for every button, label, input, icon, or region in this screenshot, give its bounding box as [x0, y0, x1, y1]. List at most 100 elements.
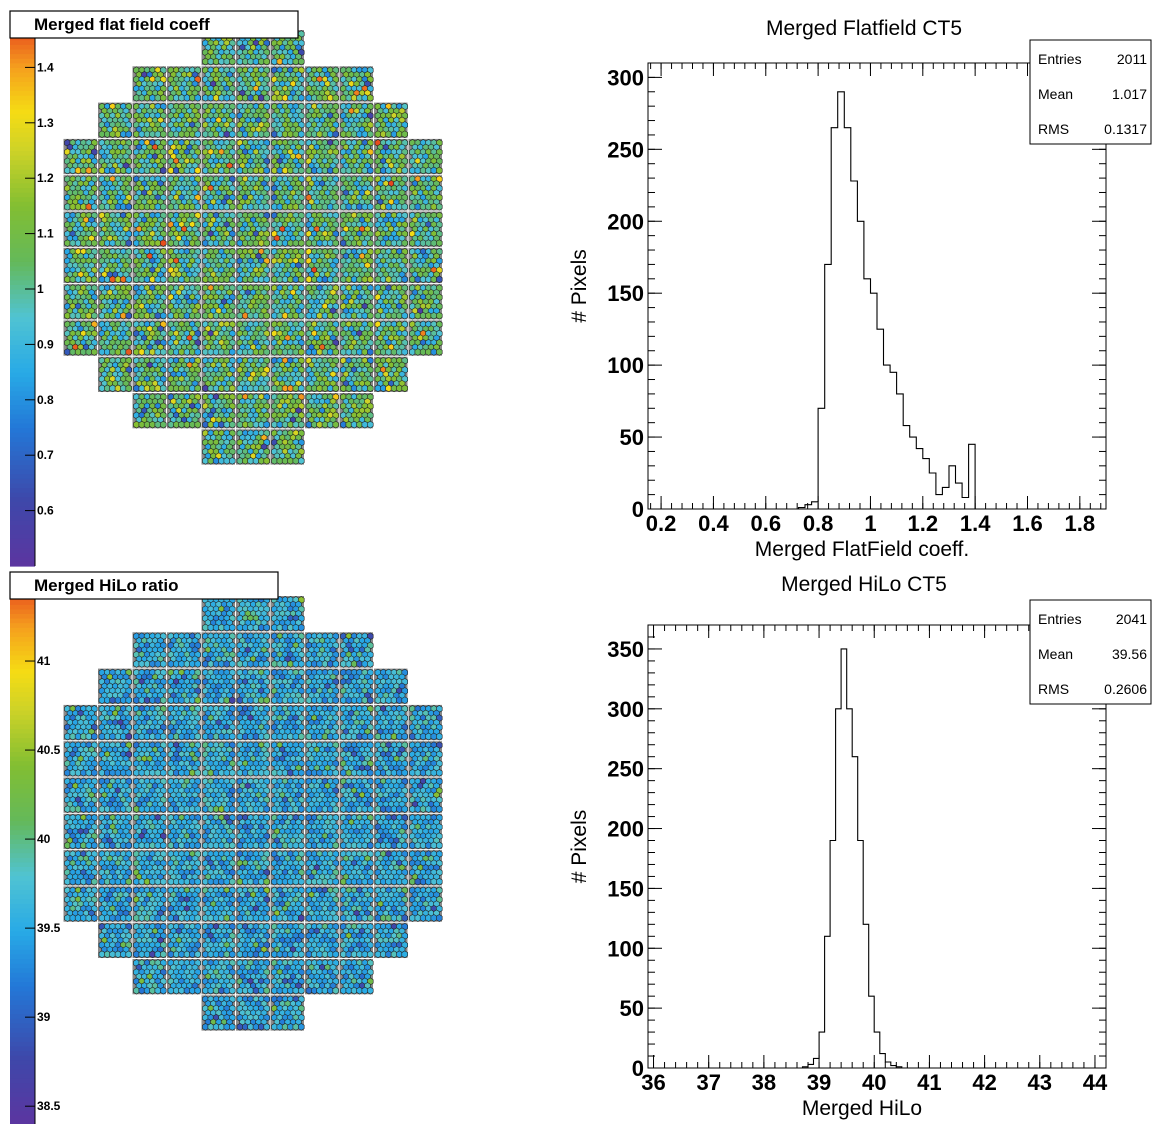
colorbar-tick-label: 1.4	[37, 60, 54, 74]
colorbar-segment	[10, 496, 35, 502]
colorbar-segment	[10, 399, 35, 406]
camera-pixel	[229, 696, 236, 705]
camera-pixel	[332, 660, 340, 668]
camera-pixel	[263, 275, 271, 284]
camera-pixel	[125, 348, 132, 356]
colorbar-segment	[10, 710, 35, 716]
colorbar-segment	[10, 871, 35, 877]
colorbar-segment	[10, 1059, 35, 1065]
camera-pixel	[125, 275, 132, 284]
camera-pixel	[229, 166, 236, 175]
colorbar-segment	[10, 972, 35, 978]
colorbar-segment	[10, 815, 35, 821]
camera-pixel	[332, 94, 340, 102]
camera-pixel	[91, 239, 98, 247]
camera-pixel	[401, 202, 409, 211]
camera-pixel	[194, 275, 201, 284]
colorbar-segment	[10, 746, 35, 752]
colorbar-segment	[10, 201, 35, 207]
camera-pixel	[366, 239, 374, 247]
colorbar-segment	[10, 556, 35, 562]
camera-pixel	[435, 202, 443, 211]
colorbar-segment	[10, 182, 35, 189]
camera-pixel	[366, 348, 374, 356]
colorbar-segment	[10, 53, 35, 59]
colorbar-segment	[10, 963, 35, 969]
camera-pixel	[91, 166, 98, 175]
colorbar-segment	[10, 104, 35, 110]
camera-pixel	[194, 166, 201, 175]
colorbar-segment	[10, 335, 35, 341]
colorbar-segment	[10, 436, 35, 442]
colorbar-segment	[10, 622, 35, 628]
camera-pixel	[297, 202, 305, 211]
colorbar-segment	[10, 1050, 35, 1056]
colorbar-segment	[10, 999, 35, 1005]
camera-pixel	[160, 130, 167, 138]
colorbar-segment	[10, 641, 35, 647]
colorbar-segment	[10, 926, 35, 932]
camera-pixel	[366, 311, 374, 320]
colorbar-segment	[10, 48, 35, 55]
colorbar-segment	[10, 385, 35, 392]
camera-pixel	[297, 275, 305, 284]
colorbar-segment	[10, 627, 35, 633]
colorbar-segment	[10, 944, 35, 950]
camera-pixel	[229, 275, 236, 284]
camera-pixel	[125, 384, 132, 393]
camera-pixel	[194, 311, 201, 320]
camera-pixel	[401, 130, 409, 138]
colorbar-segment	[10, 949, 35, 955]
camera-pixel	[91, 311, 98, 320]
colorbar-segment	[10, 935, 35, 941]
colorbar-segment	[10, 714, 35, 720]
colorbar-segment	[10, 760, 35, 766]
colorbar-segment	[10, 330, 35, 336]
colorbar-segment	[10, 1013, 35, 1019]
camera-pixel	[263, 239, 271, 247]
colorbar-segment	[10, 307, 35, 313]
colorbar-segment	[10, 81, 35, 87]
colorbar-segment	[10, 293, 35, 299]
camera-pixel	[160, 660, 167, 668]
camera-pixel	[435, 348, 443, 356]
colorbar-segment	[10, 728, 35, 734]
colorbar-segment	[10, 302, 35, 309]
colorbar-segment	[10, 875, 35, 881]
camera-pixel	[194, 94, 201, 102]
colorbar-segment	[10, 533, 35, 539]
camera-pixel	[435, 166, 443, 175]
colorbar-segment	[10, 1022, 35, 1028]
colorbar-segment	[10, 1073, 35, 1079]
colorbar-segment	[10, 599, 35, 605]
camera-pixel	[297, 457, 305, 465]
camera-pixel	[194, 660, 201, 668]
camera-pixel	[297, 94, 305, 102]
colorbar-segment	[10, 792, 35, 798]
camera-pixel	[263, 660, 271, 668]
colorbar-segment	[10, 820, 35, 826]
colorbar-segment	[10, 510, 35, 516]
colorbar-segment	[10, 542, 35, 549]
colorbar-segment	[10, 395, 35, 401]
colorbar-segment	[10, 122, 35, 129]
colorbar-segment	[10, 650, 35, 656]
colorbar-segment	[10, 362, 35, 369]
colorbar-segment	[10, 90, 35, 96]
camera-pixel	[366, 660, 374, 668]
camera-pixel	[125, 166, 132, 175]
colorbar-segment	[10, 298, 35, 304]
colorbar-segment	[10, 284, 35, 290]
colorbar-segment	[10, 751, 35, 757]
colorbar-tick-label: 41	[37, 654, 51, 668]
camera-title: Merged flat field coeff	[34, 15, 210, 34]
colorbar-segment	[10, 289, 35, 295]
colorbar-segment	[10, 861, 35, 867]
colorbar-segment	[10, 636, 35, 642]
camera-pixel	[194, 384, 201, 393]
colorbar-segment	[10, 367, 35, 373]
colorbar-segment	[10, 765, 35, 771]
camera-pixel	[401, 239, 409, 247]
camera-pixel	[194, 130, 201, 138]
